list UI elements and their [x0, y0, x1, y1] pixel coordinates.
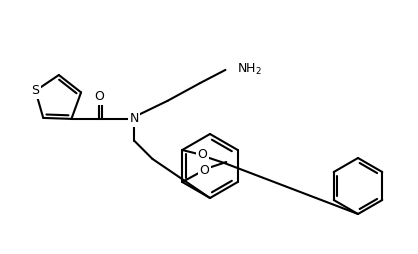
- Text: N: N: [130, 113, 139, 125]
- Text: S: S: [31, 84, 39, 97]
- Text: O: O: [94, 90, 104, 103]
- Text: O: O: [197, 149, 207, 162]
- Text: O: O: [199, 164, 209, 177]
- Text: NH$_2$: NH$_2$: [237, 62, 263, 77]
